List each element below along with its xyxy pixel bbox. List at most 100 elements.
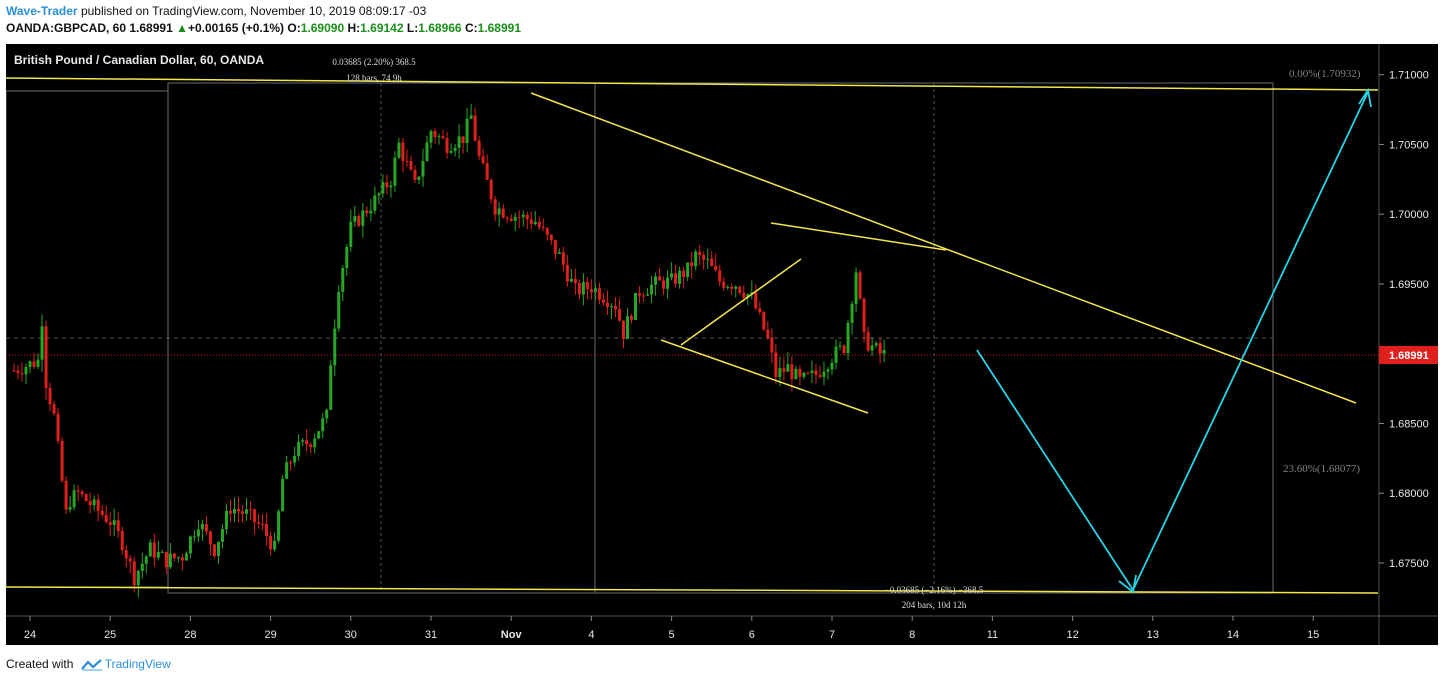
- candle-body: [718, 270, 722, 282]
- candle-body: [349, 221, 353, 247]
- candle-body: [80, 491, 84, 495]
- candle-body: [517, 216, 521, 218]
- candle-body: [678, 270, 682, 284]
- candle-body: [858, 272, 862, 299]
- candle-body: [329, 365, 333, 410]
- candle-body: [188, 536, 192, 554]
- candle-body: [521, 214, 525, 218]
- candle-body: [24, 367, 28, 375]
- flag-lower-line: [660, 339, 869, 414]
- candle-body: [389, 185, 393, 188]
- candle-body: [233, 508, 237, 514]
- candle-body: [754, 292, 758, 309]
- candle-body: [84, 494, 88, 502]
- bottom-trendline: [6, 586, 1379, 594]
- close-label: C:: [464, 21, 478, 35]
- candle-body: [593, 288, 597, 293]
- candle-body: [76, 490, 80, 492]
- candle-body: [40, 326, 44, 360]
- candle-body: [224, 510, 228, 530]
- last-price: 1.68991: [129, 21, 173, 35]
- candle-body: [617, 309, 621, 321]
- x-tick-label: 30: [345, 629, 357, 641]
- candle-body: [208, 531, 212, 545]
- candle-body: [670, 273, 674, 278]
- candle-body: [814, 370, 818, 376]
- x-tick-label: 24: [24, 629, 36, 641]
- candle-body: [249, 509, 253, 511]
- candle-body: [176, 557, 180, 559]
- candle-body: [782, 368, 786, 372]
- candle-body: [405, 160, 409, 162]
- candle-body: [529, 219, 533, 225]
- symbol-label: OANDA:GBPCAD, 60: [6, 21, 127, 35]
- candle-body: [469, 115, 473, 119]
- candle-body: [485, 163, 489, 180]
- candle-body: [321, 418, 325, 432]
- candle-body: [445, 138, 449, 153]
- candle-body: [196, 529, 200, 537]
- candle-body: [333, 328, 337, 366]
- candle-body: [634, 293, 638, 320]
- candle-body: [850, 303, 854, 323]
- candle-body: [549, 234, 553, 241]
- candle-body: [184, 553, 188, 561]
- candle-body: [854, 272, 858, 304]
- candle-body: [241, 511, 245, 514]
- candle-body: [650, 284, 654, 295]
- candle-body: [92, 499, 96, 506]
- x-tick-label: 25: [104, 629, 116, 641]
- candle-body: [806, 372, 810, 374]
- candle-body: [613, 306, 617, 310]
- candle-body: [245, 509, 249, 514]
- candle-body: [301, 440, 305, 442]
- top-trendline: [6, 77, 1379, 91]
- candle-body: [148, 542, 152, 557]
- candle-body: [28, 361, 32, 368]
- candle-body: [830, 362, 834, 370]
- candle-body: [72, 490, 76, 508]
- candle-body: [128, 558, 132, 562]
- candle-body: [36, 359, 40, 367]
- candle-body: [269, 536, 273, 550]
- candle-body: [421, 160, 425, 177]
- candle-body: [381, 182, 385, 194]
- candle-body: [457, 136, 461, 148]
- candle-body: [12, 370, 16, 372]
- candle-body: [44, 326, 48, 388]
- x-tick-label: 12: [1066, 629, 1078, 641]
- last-price-label: 1.68991: [1389, 350, 1429, 362]
- candle-body: [497, 208, 501, 215]
- candle-body: [433, 131, 437, 138]
- candle-body: [874, 343, 878, 346]
- candle-body: [273, 540, 277, 550]
- low-label: L:: [406, 21, 419, 35]
- created-with-text: Created with: [6, 657, 74, 671]
- price-chart[interactable]: 1.710001.705001.700001.695001.690001.685…: [6, 44, 1438, 645]
- candle-body: [373, 195, 377, 211]
- author-name[interactable]: Wave-Trader: [6, 4, 78, 18]
- candle-body: [229, 510, 232, 514]
- candle-body: [557, 252, 561, 254]
- candle-body: [581, 282, 585, 295]
- open-value: 1.69090: [300, 21, 345, 35]
- candle-body: [481, 156, 485, 164]
- candle-body: [630, 316, 633, 320]
- candle-body: [220, 529, 224, 542]
- candle-body: [589, 289, 593, 293]
- candle-body: [501, 208, 505, 218]
- candle-body: [694, 251, 698, 267]
- tradingview-link[interactable]: TradingView: [104, 657, 171, 671]
- candle-body: [621, 320, 625, 339]
- chart-area[interactable]: 1.710001.705001.700001.695001.690001.685…: [6, 44, 1438, 645]
- candle-body: [124, 550, 128, 559]
- candle-body: [337, 291, 341, 329]
- candle-body: [345, 246, 349, 268]
- fib-level-236: 23.60%(1.68077): [1283, 463, 1360, 475]
- candle-body: [48, 387, 52, 405]
- candle-body: [104, 514, 108, 523]
- candle-body: [88, 501, 92, 506]
- candle-body: [261, 523, 265, 525]
- pennant-upper-line: [770, 222, 947, 251]
- candle-body: [212, 544, 216, 557]
